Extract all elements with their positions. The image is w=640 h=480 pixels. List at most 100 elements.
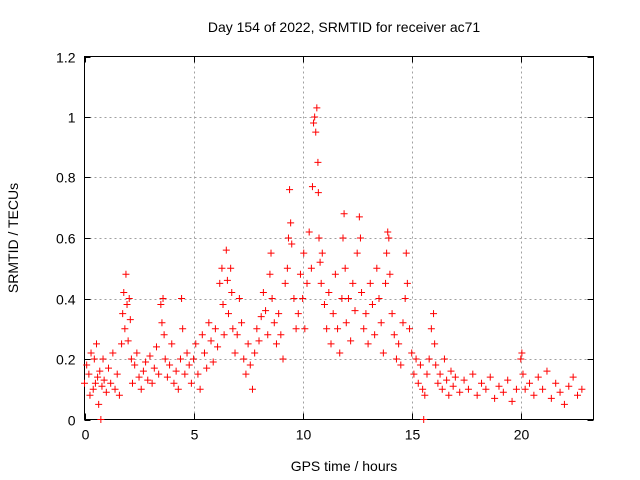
data-point [170, 379, 178, 387]
data-point [128, 379, 136, 387]
data-point [283, 264, 291, 272]
data-point [161, 355, 169, 363]
data-point [214, 343, 222, 351]
data-point [364, 340, 372, 348]
data-point [102, 388, 110, 396]
data-point [160, 331, 168, 339]
data-point [414, 379, 422, 387]
data-point [382, 279, 390, 287]
data-point [152, 343, 160, 351]
y-tick-label: 0.2 [56, 352, 76, 368]
data-point [178, 295, 186, 302]
data-point [104, 364, 112, 372]
data-point [406, 325, 414, 333]
data-point [155, 370, 163, 378]
y-tick-label: 1 [68, 110, 76, 126]
data-point [526, 379, 534, 387]
data-point [383, 249, 391, 257]
data-point [305, 228, 313, 236]
data-point [146, 352, 154, 360]
data-point [111, 385, 119, 393]
data-point [443, 376, 451, 384]
data-point [434, 379, 442, 387]
data-point [107, 379, 115, 387]
data-point [402, 249, 410, 257]
data-point [218, 264, 226, 272]
data-point [292, 325, 300, 333]
data-point [482, 385, 490, 393]
data-point [342, 319, 350, 327]
data-point [456, 388, 464, 396]
data-point [194, 370, 202, 378]
data-point [495, 382, 503, 390]
data-point [121, 325, 129, 333]
y-tick-label: 0.8 [56, 170, 76, 186]
data-point [287, 219, 295, 227]
data-point [224, 310, 232, 318]
data-point [430, 310, 438, 318]
data-point [386, 270, 394, 278]
data-point [334, 325, 342, 333]
data-point [262, 307, 270, 315]
data-point [460, 376, 468, 384]
data-point [81, 379, 88, 387]
data-point [408, 349, 416, 357]
data-point [100, 376, 108, 384]
data-point [385, 234, 393, 242]
data-point [318, 249, 326, 257]
data-point [190, 355, 198, 363]
data-point [323, 325, 331, 333]
data-point [115, 391, 123, 399]
data-point [120, 288, 128, 296]
data-point [209, 358, 217, 366]
data-point [331, 270, 339, 278]
data-point [127, 355, 135, 363]
x-tick-label: 20 [514, 427, 530, 443]
data-point [395, 340, 403, 348]
data-point [264, 331, 272, 339]
data-point [228, 288, 236, 296]
data-point [275, 310, 283, 318]
data-point [83, 361, 91, 369]
data-point [240, 355, 248, 363]
data-point [123, 301, 131, 309]
axis-ticks: 0 0.2 0.4 0.6 0.8 1 1.2 0 5 10 15 20 [56, 50, 594, 443]
data-point [517, 355, 525, 363]
data-point [90, 355, 98, 363]
chart-title: Day 154 of 2022, SRMTID for receiver ac7… [208, 19, 481, 35]
x-tick-label: 5 [191, 427, 199, 443]
data-point [89, 385, 97, 393]
data-point [148, 379, 156, 387]
data-point [181, 370, 189, 378]
data-point [272, 340, 280, 348]
data-point [491, 394, 499, 402]
data-point [219, 301, 227, 309]
data-point [547, 394, 555, 402]
data-point [87, 349, 95, 357]
data-point [183, 349, 191, 357]
data-point [375, 295, 383, 302]
data-point [445, 391, 453, 399]
data-point [216, 279, 224, 287]
data-point [355, 213, 363, 221]
data-point [174, 385, 182, 393]
data-point [349, 279, 357, 287]
data-point [211, 325, 219, 333]
data-point [91, 379, 99, 387]
data-point [368, 301, 376, 309]
data-point [98, 382, 106, 390]
data-point [504, 376, 512, 384]
data-point [438, 385, 446, 393]
data-point [284, 234, 292, 242]
data-point [300, 249, 308, 257]
data-point [150, 364, 158, 372]
data-point [248, 385, 256, 393]
data-point [196, 385, 204, 393]
data-point [315, 234, 323, 242]
data-point [339, 234, 347, 242]
data-point [290, 295, 298, 302]
data-point [556, 388, 564, 396]
data-point [362, 310, 370, 318]
data-point [358, 288, 366, 296]
